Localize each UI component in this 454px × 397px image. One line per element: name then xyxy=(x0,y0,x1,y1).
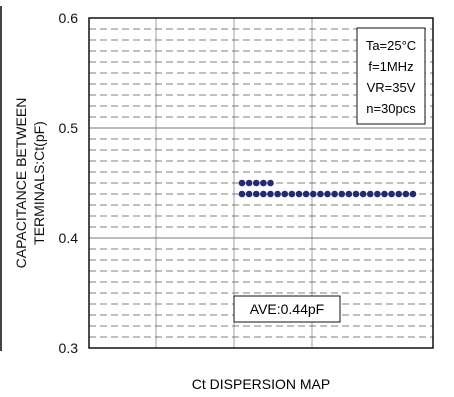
y-tick-label: 0.4 xyxy=(59,230,79,246)
data-point xyxy=(238,190,246,198)
data-points xyxy=(238,179,417,198)
y-tick-label: 0.6 xyxy=(59,10,79,26)
data-point xyxy=(260,190,267,198)
left-edge-line xyxy=(0,6,2,351)
data-point xyxy=(395,190,403,198)
data-point xyxy=(338,190,346,198)
data-point xyxy=(252,179,260,187)
y-axis-label-line: CAPACITANCE BETWEEN xyxy=(13,98,29,269)
data-point xyxy=(288,190,296,198)
conditions-box: Ta=25°C f=1MHz VR=35V n=30pcs xyxy=(356,27,426,125)
chart-caption: Ct DISPERSION MAP xyxy=(192,376,330,392)
data-point xyxy=(359,190,367,198)
data-point xyxy=(345,190,353,198)
data-point xyxy=(388,190,395,198)
condition-count: n=30pcs xyxy=(366,101,416,116)
data-point xyxy=(366,190,374,198)
data-point xyxy=(402,190,410,198)
data-point xyxy=(238,179,246,187)
data-point xyxy=(274,190,281,198)
data-point xyxy=(267,179,274,187)
data-point xyxy=(267,190,274,198)
data-point xyxy=(260,179,267,187)
data-point xyxy=(309,190,317,198)
data-point xyxy=(381,190,388,198)
data-point xyxy=(302,190,310,198)
data-point xyxy=(331,190,338,198)
data-point xyxy=(245,179,253,187)
data-point xyxy=(281,190,289,198)
data-point xyxy=(295,190,303,198)
average-box: AVE:0.44pF xyxy=(233,295,341,323)
y-axis-label: CAPACITANCE BETWEEN TERMINALS:Ct(pF) xyxy=(13,98,47,269)
condition-frequency: f=1MHz xyxy=(368,59,413,74)
y-tick-label: 0.3 xyxy=(59,340,79,356)
plot-frame xyxy=(88,17,434,349)
y-tick-label: 0.5 xyxy=(59,120,79,136)
condition-temp: Ta=25°C xyxy=(366,38,416,53)
y-axis-label-line: TERMINALS:Ct(pF) xyxy=(31,121,47,245)
data-point xyxy=(352,190,360,198)
data-point xyxy=(245,190,253,198)
data-point xyxy=(374,190,381,198)
average-label: AVE:0.44pF xyxy=(250,301,324,317)
condition-voltage: VR=35V xyxy=(367,80,416,95)
data-point xyxy=(317,190,324,198)
y-tick-labels: 0.3 0.4 0.5 0.6 xyxy=(59,10,79,356)
data-point xyxy=(252,190,260,198)
data-point xyxy=(409,190,417,198)
data-point xyxy=(324,190,331,198)
